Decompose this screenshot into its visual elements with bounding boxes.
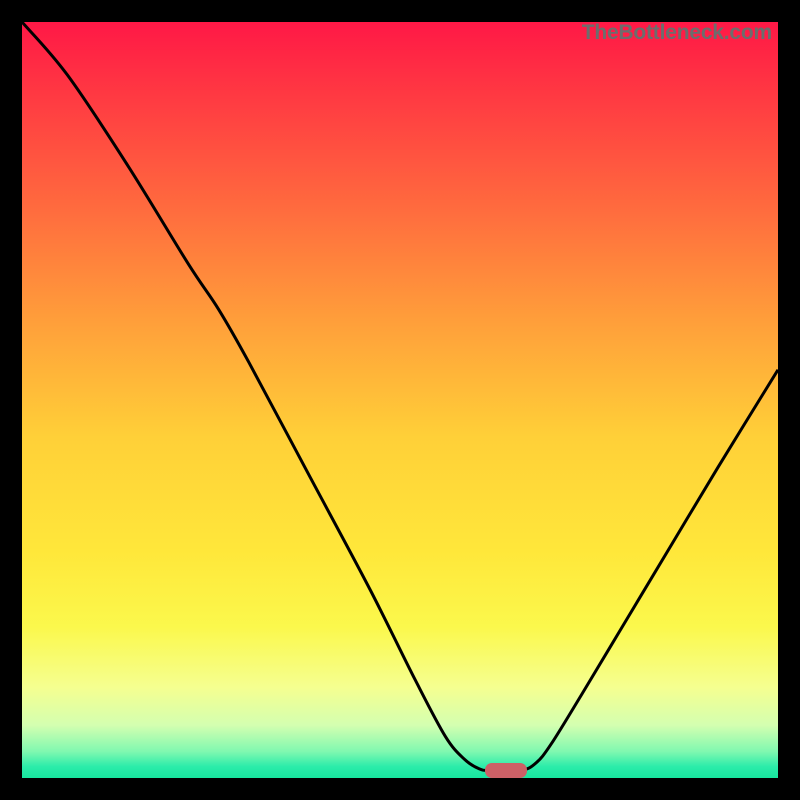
optimal-marker	[485, 763, 527, 778]
chart-frame: TheBottleneck.com	[0, 0, 800, 800]
bottleneck-curve	[22, 22, 778, 778]
watermark-text: TheBottleneck.com	[582, 22, 772, 44]
plot-area: TheBottleneck.com	[22, 22, 778, 778]
